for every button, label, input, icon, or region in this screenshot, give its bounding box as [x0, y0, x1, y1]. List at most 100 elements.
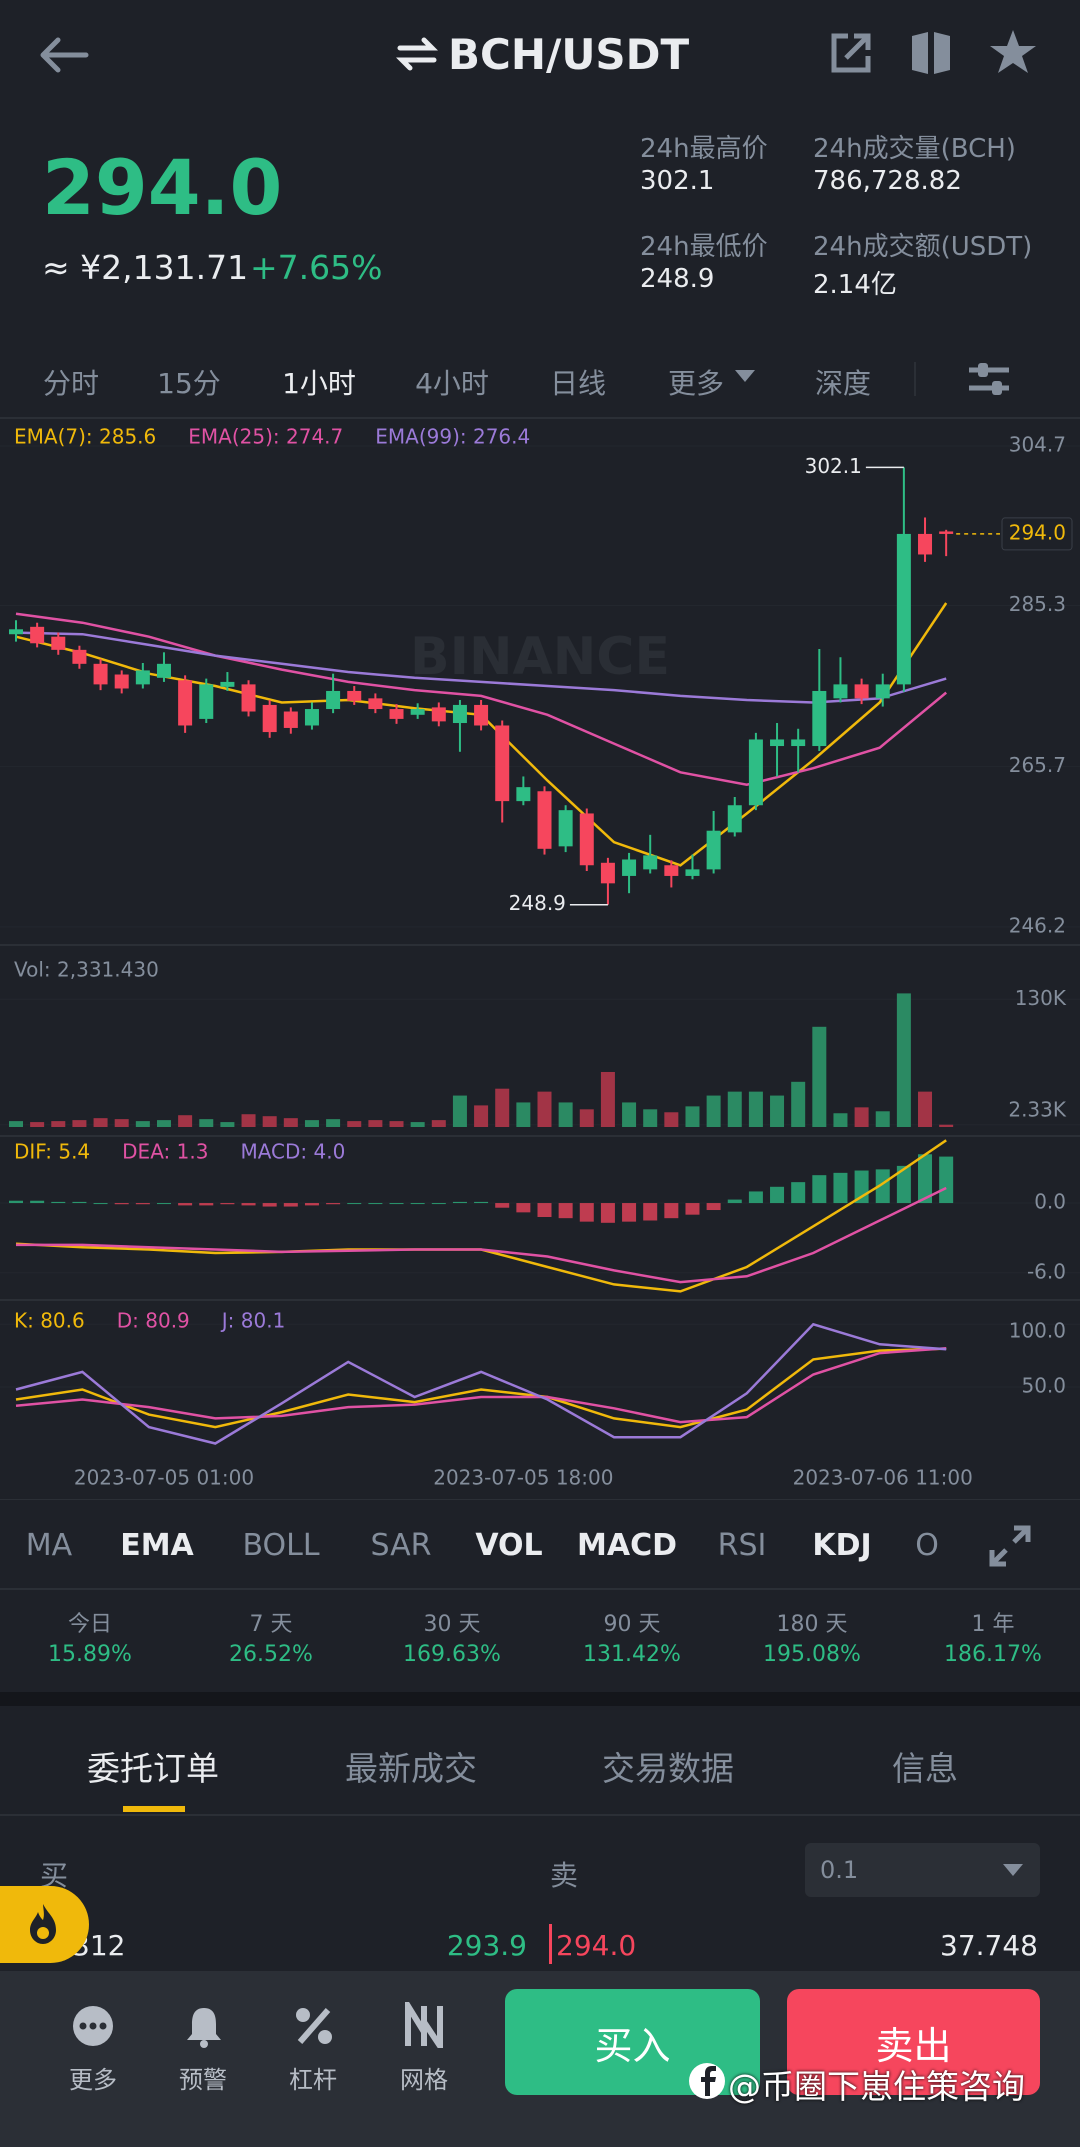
annotation-label: 302.1 [805, 454, 862, 478]
volume-bar [706, 1095, 721, 1127]
order-tab[interactable]: 交易数据 [602, 1749, 734, 1788]
interval-tab[interactable]: 15分 [157, 367, 221, 400]
indicator-tab[interactable]: RSI [717, 1528, 767, 1563]
candle-body [368, 698, 383, 710]
period-value: 15.89% [48, 1642, 132, 1667]
ask-qty: 37.748 [940, 1929, 1038, 1962]
candle-body [262, 704, 277, 733]
interval-tab[interactable]: 深度 [814, 367, 872, 400]
candle-body [579, 813, 594, 866]
share-icon[interactable] [828, 30, 874, 76]
macd-bar [72, 1201, 87, 1204]
more-icon[interactable] [71, 2004, 115, 2048]
macd-bar [368, 1203, 383, 1205]
book-icon[interactable] [908, 30, 954, 76]
indicator-tab[interactable]: MA [25, 1528, 73, 1563]
leverage-icon[interactable] [292, 2004, 336, 2048]
interval-tab[interactable]: 1小时 [282, 367, 356, 400]
macd-bar [114, 1203, 129, 1205]
ask-price: 294.0 [556, 1929, 637, 1962]
candle-body [875, 684, 890, 699]
nav-label[interactable]: 预警 [179, 2066, 227, 2094]
indicator-line [16, 1186, 947, 1284]
indicator-line [15, 631, 947, 704]
swap-icon[interactable] [396, 36, 438, 72]
indicator-tab[interactable]: O [915, 1528, 939, 1563]
candle-body [410, 709, 425, 715]
x-tick-label: 2023-07-06 11:00 [793, 1466, 973, 1490]
expand-icon[interactable] [988, 1524, 1032, 1568]
legend-item: K: 80.6 [14, 1309, 85, 1333]
macd-bar [685, 1203, 700, 1215]
candle-body [474, 704, 489, 726]
candle-body [283, 711, 298, 728]
interval-tab[interactable]: 分时 [42, 367, 100, 400]
pair-title[interactable]: BCH/USDT [448, 30, 690, 79]
candle-body [685, 869, 700, 876]
macd-bar [93, 1203, 108, 1205]
volume-bar [854, 1107, 869, 1127]
candle-body [156, 663, 171, 678]
candle-body [304, 709, 319, 726]
period-label: 180 天 [776, 1612, 848, 1637]
indicator-tab[interactable]: MACD [577, 1528, 677, 1563]
macd-bar [9, 1200, 23, 1204]
candle-body [30, 626, 45, 644]
indicator-tab[interactable]: EMA [120, 1528, 194, 1563]
logo-watermark: BINANCE [410, 627, 670, 687]
sell-button[interactable]: 卖出 [787, 1989, 1040, 2095]
volume-bar [93, 1118, 108, 1127]
stat-value: 786,728.82 [813, 166, 962, 196]
precision-select[interactable] [805, 1843, 1040, 1897]
volume-bar [9, 1121, 23, 1127]
indicator-line [15, 612, 947, 786]
volume-bar [474, 1105, 489, 1127]
volume-bar [600, 1071, 615, 1127]
interval-tab[interactable]: 日线 [549, 367, 607, 400]
macd-bar [748, 1191, 763, 1204]
macd-bar [199, 1203, 214, 1206]
watermark-logo [689, 2063, 725, 2099]
candle-body [495, 725, 510, 802]
grid-icon[interactable] [402, 2002, 446, 2048]
dropdown-arrow [1003, 1864, 1023, 1876]
nav-label[interactable]: 更多 [69, 2066, 117, 2094]
y-tick-label: 2.33K [1008, 1098, 1067, 1122]
order-tab[interactable]: 信息 [892, 1749, 958, 1788]
volume-title: Vol: 2,331.430 [14, 958, 159, 982]
order-tab[interactable]: 最新成交 [345, 1749, 477, 1788]
macd-bar [918, 1154, 933, 1204]
macd-bar [875, 1169, 890, 1204]
period-label: 90 天 [603, 1612, 661, 1637]
volume-bar [918, 1091, 933, 1127]
order-tab[interactable]: 委托订单 [87, 1749, 219, 1788]
indicator-tab[interactable]: VOL [475, 1528, 543, 1563]
macd-bar [452, 1201, 467, 1204]
back-button[interactable] [36, 34, 92, 76]
interval-tab[interactable]: 更多 [667, 367, 725, 400]
volume-bar [664, 1112, 679, 1127]
period-value: 169.63% [403, 1642, 501, 1667]
indicator-tab[interactable]: SAR [370, 1528, 432, 1563]
candle-body [135, 670, 150, 685]
favorite-icon[interactable] [988, 28, 1038, 76]
interval-tab[interactable]: 4小时 [415, 367, 489, 400]
settings-icon[interactable] [966, 358, 1012, 400]
macd-bar [474, 1201, 489, 1204]
indicator-tab[interactable]: KDJ [812, 1528, 872, 1563]
bid-price: 293.9 [446, 1929, 527, 1962]
indicator-tab[interactable]: BOLL [242, 1528, 320, 1563]
candle-body [114, 674, 129, 689]
nav-label[interactable]: 杠杆 [289, 2066, 337, 2094]
volume-bar [791, 1081, 806, 1127]
period-value: 26.52% [229, 1642, 313, 1667]
watermark: @币圈下崽住策咨询 [728, 2067, 1025, 2106]
macd-bar [558, 1203, 573, 1219]
candle-body [643, 855, 658, 870]
alert-icon[interactable] [182, 2004, 226, 2048]
nav-label[interactable]: 网格 [400, 2066, 448, 2094]
stat-label: 24h最高价 [640, 134, 768, 164]
period-value: 186.17% [944, 1642, 1042, 1667]
candle-body [600, 862, 615, 884]
volume-bar [643, 1109, 658, 1127]
